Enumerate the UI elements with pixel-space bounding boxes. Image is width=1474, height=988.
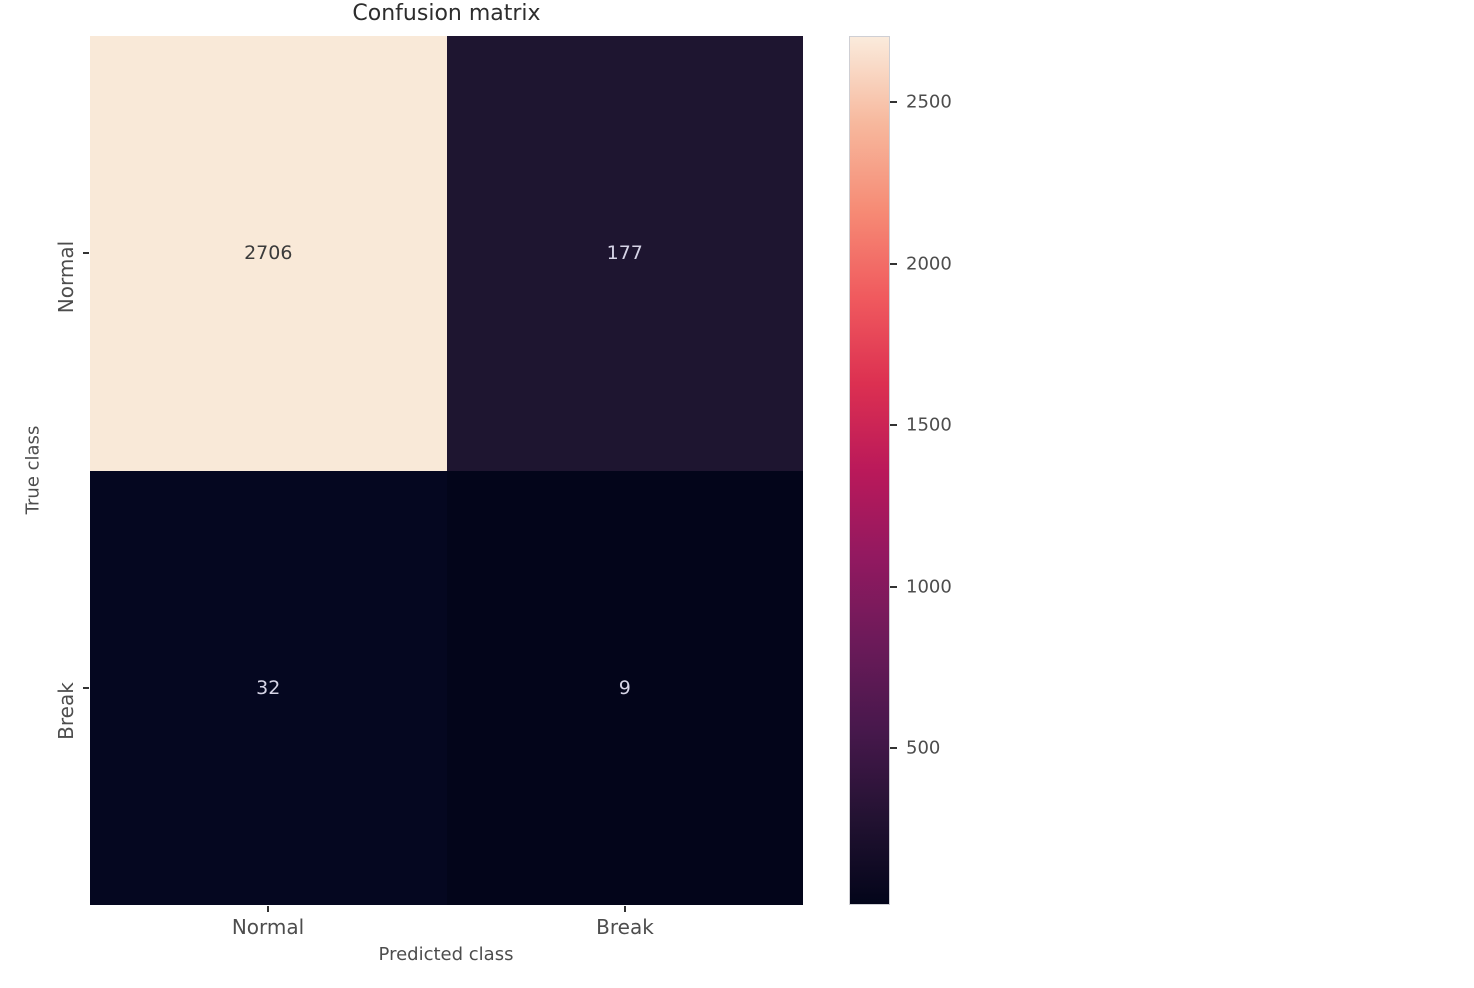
tick-mark bbox=[890, 586, 897, 588]
colorbar-tick-label-500: 500 bbox=[906, 737, 941, 759]
x-tick-label-normal: Normal bbox=[231, 915, 305, 939]
x-axis-label: Predicted class bbox=[378, 944, 514, 965]
cell-true-break-pred-normal: 32 bbox=[90, 470, 447, 905]
y-tick-label-normal: Normal bbox=[54, 240, 78, 314]
cell-value-annotation: 9 bbox=[618, 676, 631, 699]
colorbar-tick-label-2000: 2000 bbox=[906, 253, 952, 275]
tick-mark bbox=[890, 424, 897, 426]
tick-mark bbox=[83, 252, 89, 254]
x-tick-label-break: Break bbox=[596, 915, 654, 939]
cell-value-annotation: 32 bbox=[256, 676, 281, 699]
tick-mark bbox=[890, 101, 897, 103]
tick-mark bbox=[890, 747, 897, 749]
cell-true-break-pred-break: 9 bbox=[446, 470, 803, 905]
colorbar-tick-label-1500: 1500 bbox=[906, 414, 952, 436]
tick-mark bbox=[624, 906, 626, 912]
cell-value-annotation: 177 bbox=[606, 242, 643, 265]
tick-mark bbox=[267, 906, 269, 912]
heatmap: 2706 177 32 9 bbox=[90, 36, 803, 905]
colorbar bbox=[849, 36, 890, 905]
chart-title: Confusion matrix bbox=[352, 1, 541, 26]
cell-true-normal-pred-break: 177 bbox=[446, 36, 803, 471]
cell-true-normal-pred-normal: 2706 bbox=[90, 36, 447, 471]
y-tick-label-break: Break bbox=[54, 682, 78, 740]
colorbar-tick-label-1000: 1000 bbox=[906, 576, 952, 598]
tick-mark bbox=[83, 687, 89, 689]
colorbar-tick-label-2500: 2500 bbox=[906, 91, 952, 113]
cell-value-annotation: 2706 bbox=[244, 242, 293, 265]
y-axis-label: True class bbox=[22, 425, 44, 515]
tick-mark bbox=[890, 263, 897, 265]
